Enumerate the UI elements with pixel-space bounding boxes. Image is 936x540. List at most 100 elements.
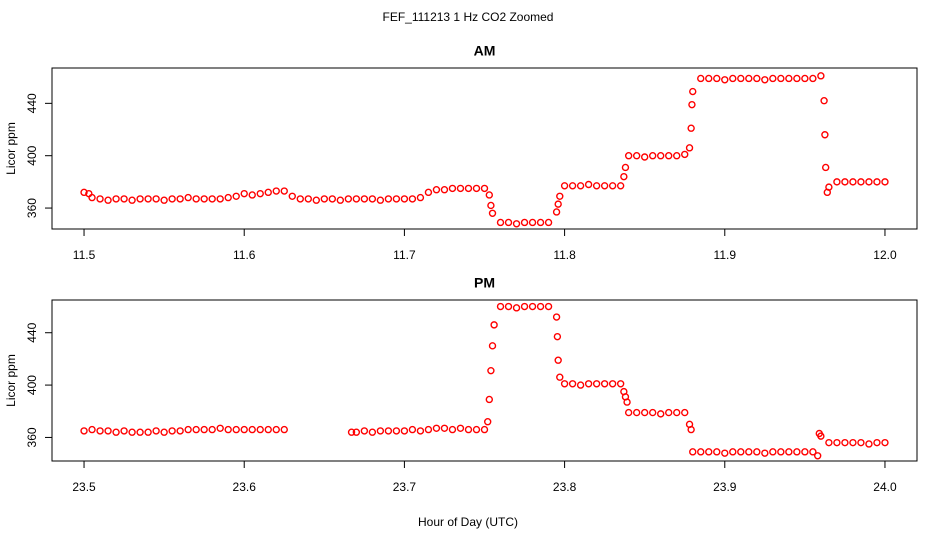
data-point — [312, 196, 321, 204]
data-point — [849, 438, 857, 447]
data-point — [687, 425, 695, 434]
data-point — [665, 408, 673, 417]
data-point — [873, 178, 881, 186]
y-tick-label: 360 — [25, 198, 39, 218]
data-point — [408, 195, 417, 203]
data-point — [456, 424, 465, 432]
data-point — [224, 193, 232, 202]
x-tick-label: 23.8 — [553, 480, 577, 494]
data-point — [777, 448, 785, 456]
data-point — [488, 209, 497, 217]
data-point — [104, 196, 112, 204]
data-point — [392, 427, 401, 435]
data-point — [512, 304, 521, 312]
y-axis-label: Licor ppm — [4, 122, 18, 175]
data-point — [568, 182, 577, 190]
data-point — [608, 380, 617, 388]
data-point — [648, 151, 657, 160]
data-point — [681, 408, 689, 417]
x-axis-label: Hour of Day (UTC) — [418, 515, 518, 529]
data-point — [280, 425, 288, 434]
data-point — [536, 218, 545, 227]
data-point — [729, 74, 737, 83]
data-point — [753, 448, 761, 456]
data-point — [697, 74, 705, 83]
data-point — [817, 432, 825, 440]
x-tick-label: 24.0 — [873, 480, 897, 494]
data-point — [240, 189, 248, 198]
data-point — [408, 425, 417, 434]
data-point — [737, 448, 745, 456]
data-point — [264, 425, 272, 434]
data-point — [713, 74, 721, 83]
data-point — [841, 438, 849, 447]
data-point — [849, 178, 857, 186]
data-point — [484, 418, 492, 426]
data-point — [168, 195, 176, 203]
data-point — [777, 74, 785, 83]
data-point — [112, 195, 120, 203]
data-point — [88, 193, 96, 202]
data-point — [416, 427, 425, 435]
data-point — [400, 195, 409, 203]
data-point — [184, 193, 192, 202]
y-tick-label: 440 — [25, 93, 39, 113]
data-point — [512, 220, 521, 228]
data-point — [825, 183, 833, 191]
data-point — [392, 195, 401, 203]
figure-title: FEF_111213 1 Hz CO2 Zoomed — [383, 10, 554, 24]
plot-box — [51, 299, 918, 462]
data-point — [256, 189, 264, 198]
data-point — [640, 408, 649, 417]
data-point — [584, 380, 593, 388]
data-point — [769, 448, 777, 456]
data-point — [552, 313, 561, 321]
data-point — [520, 218, 529, 227]
data-point — [352, 428, 361, 436]
data-point — [576, 182, 585, 190]
data-point — [881, 438, 889, 447]
data-point — [472, 184, 481, 193]
data-point — [432, 424, 441, 432]
data-point — [216, 195, 224, 203]
data-point — [352, 195, 361, 203]
data-point — [440, 186, 449, 194]
data-point — [192, 195, 200, 203]
panel-title: AM — [474, 43, 496, 59]
data-point — [554, 200, 562, 208]
data-point — [689, 448, 697, 456]
data-point — [721, 449, 729, 457]
data-point — [208, 195, 216, 203]
panel-title: PM — [474, 275, 495, 291]
data-point — [568, 380, 577, 388]
data-point — [705, 448, 713, 456]
data-point — [368, 195, 377, 203]
data-point — [368, 428, 377, 436]
data-point — [705, 74, 713, 83]
data-point — [600, 182, 609, 190]
data-point — [544, 302, 553, 311]
y-tick-label: 400 — [25, 375, 39, 395]
data-point — [256, 425, 264, 434]
data-point — [152, 427, 160, 435]
x-tick-label: 12.0 — [873, 248, 897, 262]
data-point — [496, 302, 505, 311]
data-point — [504, 302, 513, 311]
data-point — [208, 425, 216, 434]
data-point — [813, 452, 822, 460]
data-point — [520, 302, 529, 311]
data-point — [729, 448, 737, 456]
data-point — [801, 448, 809, 456]
data-point — [624, 151, 633, 160]
data-point — [745, 448, 753, 456]
data-point — [620, 172, 628, 181]
data-point — [112, 428, 120, 436]
data-point — [80, 427, 88, 435]
data-point — [464, 184, 473, 193]
data-point — [184, 425, 192, 434]
data-point — [296, 195, 304, 203]
data-point — [232, 192, 240, 200]
x-tick-label: 11.7 — [393, 248, 416, 262]
data-point — [865, 440, 873, 448]
data-point — [272, 425, 280, 434]
